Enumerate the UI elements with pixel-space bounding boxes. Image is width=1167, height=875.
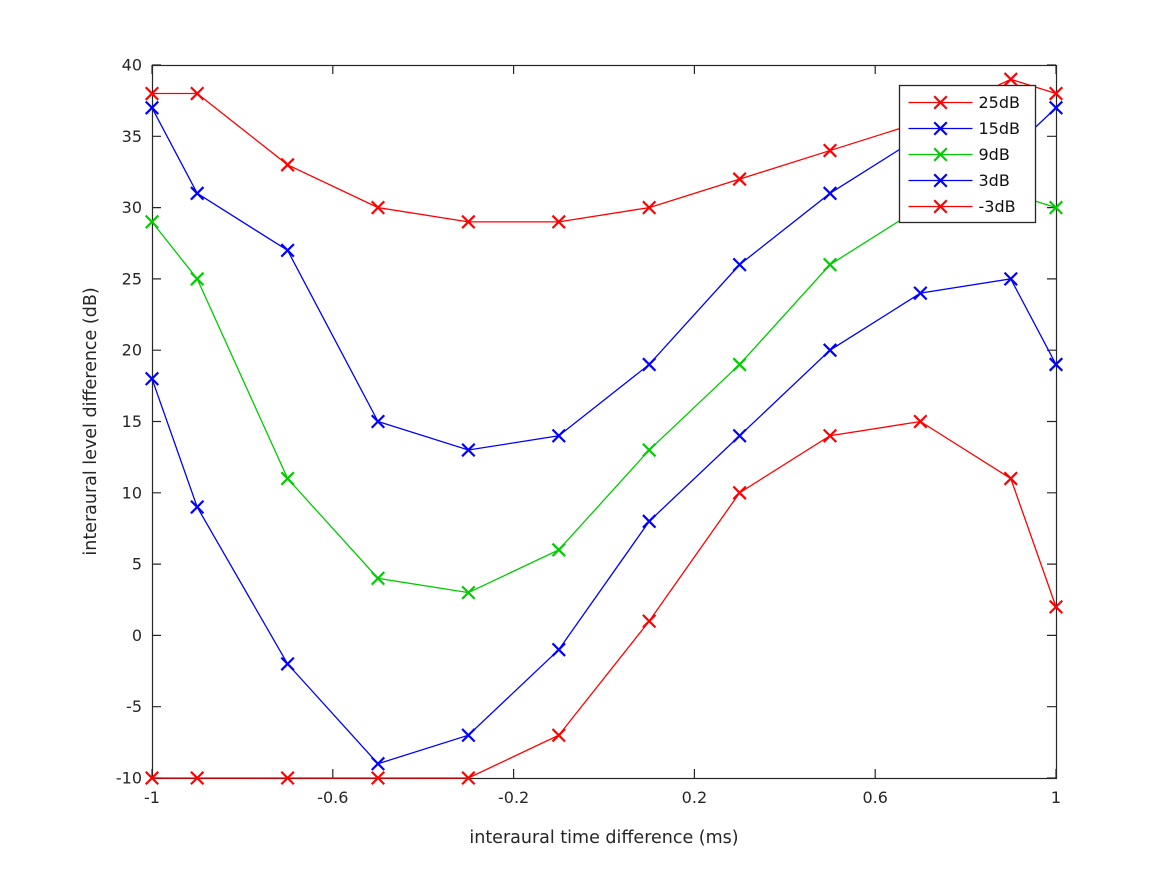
x-tick-label: 1 bbox=[1051, 788, 1061, 807]
x-marker bbox=[1048, 599, 1064, 614]
y-axis-label: interaural level difference (dB) bbox=[81, 287, 101, 555]
y-tick-label: 20 bbox=[122, 341, 142, 360]
x-marker bbox=[370, 756, 386, 771]
y-tick-label: -10 bbox=[116, 769, 142, 788]
x-marker bbox=[461, 442, 476, 458]
x-marker bbox=[461, 728, 476, 743]
legend: 25dB 15dB 9dB 3dB -3dB bbox=[898, 84, 1037, 224]
series--3dB bbox=[144, 414, 1064, 786]
x-marker bbox=[370, 571, 386, 586]
legend-label: 15dB bbox=[979, 119, 1021, 138]
x-marker bbox=[461, 585, 476, 600]
series-3dB bbox=[144, 271, 1064, 771]
x-marker bbox=[144, 100, 160, 115]
x-marker bbox=[280, 243, 295, 258]
x-marker bbox=[1048, 86, 1064, 101]
x-marker bbox=[144, 371, 160, 386]
x-tick-label: -1 bbox=[144, 788, 160, 807]
legend-item-25dB: 25dB bbox=[908, 93, 1021, 112]
legend-label: 9dB bbox=[979, 145, 1010, 164]
legend-item-3dB: 3dB bbox=[908, 171, 1010, 190]
x-marker bbox=[280, 656, 295, 671]
x-axis-label: interaural time difference (ms) bbox=[469, 828, 738, 848]
x-tick-label: -0.6 bbox=[317, 788, 348, 807]
x-marker bbox=[732, 485, 747, 500]
x-marker bbox=[280, 157, 295, 172]
x-marker bbox=[822, 257, 838, 272]
x-marker bbox=[551, 214, 566, 229]
x-marker bbox=[732, 428, 747, 443]
x-marker bbox=[190, 186, 205, 201]
x-marker bbox=[913, 414, 928, 429]
x-marker bbox=[370, 200, 386, 215]
legend-item-9dB: 9dB bbox=[908, 145, 1010, 164]
y-tick-label: 5 bbox=[132, 555, 142, 574]
legend-label: -3dB bbox=[979, 197, 1016, 216]
legend-item--3dB: -3dB bbox=[908, 197, 1016, 216]
x-marker bbox=[933, 199, 948, 214]
x-marker bbox=[190, 86, 205, 101]
x-marker bbox=[642, 442, 657, 458]
x-marker bbox=[933, 147, 948, 162]
x-marker bbox=[144, 214, 160, 229]
y-tick-label: 15 bbox=[122, 412, 142, 431]
y-tick-label: 25 bbox=[122, 269, 142, 288]
x-marker bbox=[1003, 72, 1018, 87]
x-marker bbox=[933, 95, 948, 110]
legend-label: 25dB bbox=[979, 93, 1021, 112]
x-marker bbox=[822, 428, 838, 443]
x-marker bbox=[913, 286, 928, 301]
x-marker bbox=[461, 214, 476, 229]
x-tick-label: -0.2 bbox=[498, 788, 529, 807]
x-marker bbox=[461, 770, 476, 786]
y-tick-label: 40 bbox=[122, 56, 142, 75]
x-marker bbox=[551, 728, 566, 743]
x-marker bbox=[642, 514, 657, 529]
x-marker bbox=[933, 173, 948, 188]
series-line bbox=[152, 420, 1057, 779]
x-marker bbox=[822, 186, 838, 201]
x-marker bbox=[551, 642, 566, 657]
x-marker bbox=[144, 770, 160, 786]
x-marker bbox=[1048, 100, 1064, 115]
x-tick-label: 0.2 bbox=[682, 788, 707, 807]
x-marker bbox=[551, 542, 566, 557]
y-tick-label: 30 bbox=[122, 198, 142, 217]
x-marker bbox=[1003, 271, 1018, 286]
x-marker bbox=[642, 200, 657, 215]
x-marker bbox=[190, 770, 205, 786]
x-marker bbox=[732, 257, 747, 272]
x-marker bbox=[551, 428, 566, 443]
x-marker bbox=[280, 770, 295, 786]
series-line bbox=[151, 278, 1057, 765]
x-marker bbox=[822, 143, 838, 158]
y-tick-label: 10 bbox=[122, 483, 142, 502]
legend-label: 3dB bbox=[979, 171, 1010, 190]
x-marker bbox=[1003, 471, 1018, 486]
x-marker bbox=[822, 343, 838, 358]
y-tick-label: 0 bbox=[132, 626, 142, 645]
y-tick-label: 35 bbox=[122, 127, 142, 146]
x-marker bbox=[933, 121, 948, 136]
x-marker bbox=[1048, 200, 1064, 215]
x-marker bbox=[732, 357, 747, 372]
x-marker bbox=[190, 271, 205, 286]
x-marker bbox=[642, 614, 657, 629]
x-marker bbox=[280, 471, 295, 486]
x-marker bbox=[144, 86, 160, 101]
x-marker bbox=[190, 500, 205, 515]
legend-item-15dB: 15dB bbox=[908, 119, 1021, 138]
x-marker bbox=[732, 172, 747, 187]
x-marker bbox=[1048, 357, 1064, 372]
y-tick-label: -5 bbox=[126, 697, 142, 716]
x-marker bbox=[370, 770, 386, 786]
x-marker bbox=[642, 357, 657, 372]
x-marker bbox=[370, 414, 386, 429]
x-tick-label: 0.6 bbox=[862, 788, 887, 807]
